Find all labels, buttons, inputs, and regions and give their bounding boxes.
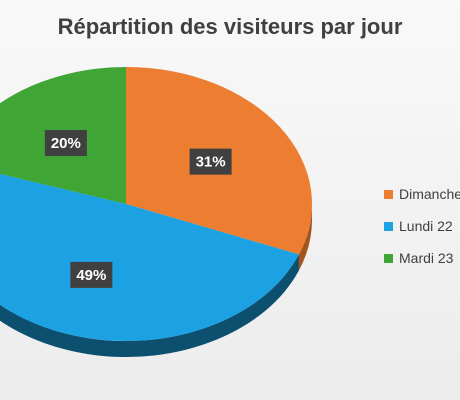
- pie-labels: 31% 49% 20%: [44, 130, 232, 288]
- legend: Dimanche 21 Lundi 22 Mardi 23: [384, 178, 460, 274]
- legend-swatch: [384, 253, 393, 263]
- pie-side-1: [0, 254, 299, 357]
- svg-text:20%: 20%: [51, 135, 81, 152]
- legend-swatch: [384, 189, 393, 199]
- legend-swatch: [384, 221, 393, 231]
- data-label-1: 49%: [70, 261, 113, 288]
- legend-label: Mardi 23: [399, 250, 454, 266]
- chart-title: Répartition des visiteurs par jour: [57, 14, 403, 39]
- pie-side-0: [298, 204, 312, 271]
- pie-slice-1: [0, 173, 299, 341]
- legend-label: Dimanche 21: [399, 186, 460, 202]
- data-label-0: 31%: [189, 148, 232, 175]
- legend-label: Lundi 22: [399, 218, 453, 234]
- pie-depth: [0, 204, 312, 357]
- svg-text:49%: 49%: [76, 267, 106, 284]
- legend-item-dimanche: Dimanche 21: [384, 178, 460, 210]
- data-label-2: 20%: [44, 130, 87, 157]
- legend-item-lundi: Lundi 22: [384, 210, 460, 242]
- legend-item-mardi: Mardi 23: [384, 242, 460, 274]
- svg-text:31%: 31%: [196, 154, 226, 171]
